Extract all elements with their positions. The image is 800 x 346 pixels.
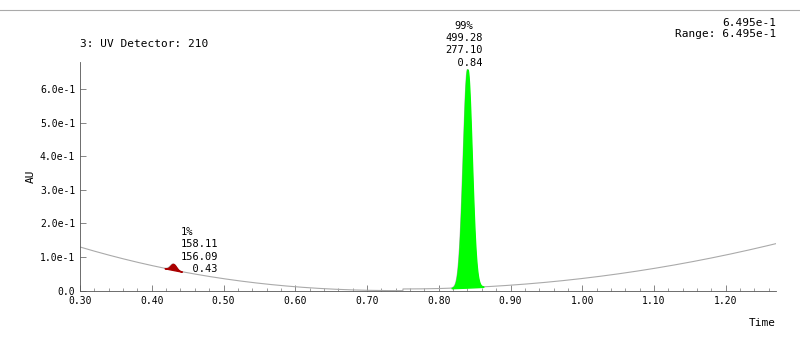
Text: 3: UV Detector: 210: 3: UV Detector: 210 <box>80 38 208 48</box>
Text: 1%
158.11
156.09
  0.43: 1% 158.11 156.09 0.43 <box>181 227 218 274</box>
Y-axis label: AU: AU <box>26 170 36 183</box>
Text: Time: Time <box>749 318 776 328</box>
Text: 6.495e-1
Range: 6.495e-1: 6.495e-1 Range: 6.495e-1 <box>674 18 776 39</box>
Text: 99%
499.28
277.10
  0.84: 99% 499.28 277.10 0.84 <box>445 21 482 68</box>
